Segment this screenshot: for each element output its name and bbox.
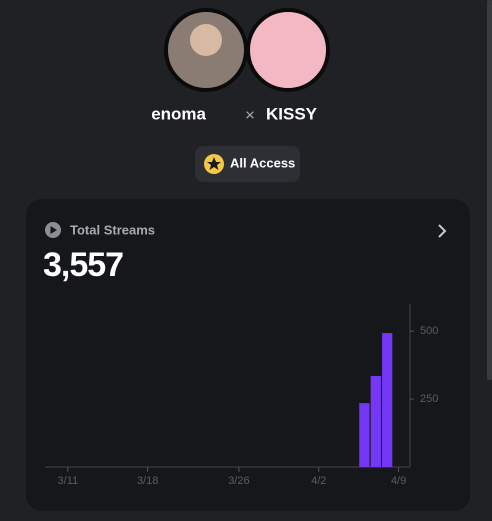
x-tick-label: 4/2 <box>311 475 326 487</box>
y-tick-label: 250 <box>420 393 438 405</box>
total-streams: 3,557 <box>43 246 123 284</box>
chevron[interactable] <box>438 224 447 238</box>
chart: 250 500 3/11 3/18 3/26 4/2 4/9 <box>45 304 438 487</box>
x-tick-label: 3/26 <box>228 475 249 487</box>
bar <box>359 403 370 467</box>
play-triangle <box>50 226 57 234</box>
scrollbar[interactable] <box>487 0 492 380</box>
bar <box>370 375 381 467</box>
badge-label: All Access <box>230 155 295 170</box>
x-tick-label: 3/18 <box>137 475 158 487</box>
bar <box>382 333 393 467</box>
x-tick-label: 4/9 <box>391 475 406 487</box>
collaborator-name[interactable]: KISSY <box>266 104 318 123</box>
artist-name[interactable]: enoma <box>151 104 206 123</box>
card[interactable] <box>26 199 470 511</box>
star <box>207 157 221 170</box>
card-title: Total Streams <box>70 222 155 237</box>
x-tick-label: 3/11 <box>58 475 79 487</box>
badge[interactable] <box>195 146 300 182</box>
avatar-face <box>190 24 222 56</box>
collaborator-avatar[interactable] <box>246 8 330 92</box>
separator: × <box>245 105 255 124</box>
y-tick-label: 500 <box>420 325 438 337</box>
